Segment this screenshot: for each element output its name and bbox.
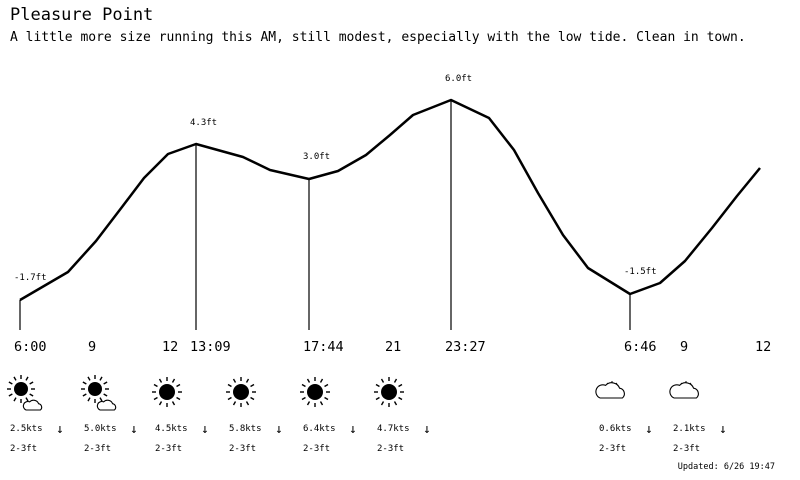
sun-cloud-icon (7, 375, 43, 411)
partly-cloudy-icon (595, 381, 625, 399)
spot-title: Pleasure Point (10, 5, 154, 25)
tide-height-label: -1.5ft (624, 267, 657, 277)
wind-direction-arrow-icon: ↓ (719, 422, 727, 437)
surf-report-text: A little more size running this AM, stil… (10, 30, 746, 45)
wave-height: 2-3ft (673, 444, 700, 454)
hour-tick-label: 9 (88, 339, 96, 355)
updated-timestamp: Updated: 6/26 19:47 (677, 462, 775, 472)
wind-direction-arrow-icon: ↓ (423, 422, 431, 437)
wind-speed: 2.1kts (673, 424, 706, 434)
tide-height-label: 6.0ft (445, 74, 472, 84)
wind-speed: 0.6kts (599, 424, 632, 434)
wind-speed: 4.5kts (155, 424, 188, 434)
tide-marker: 3.0ft 17:44 (303, 152, 344, 355)
wind-speed: 4.7kts (377, 424, 410, 434)
tide-time-label: 13:09 (190, 339, 231, 355)
tide-height-label: 3.0ft (303, 152, 330, 162)
wind-direction-arrow-icon: ↓ (201, 422, 209, 437)
tide-marker: 6.0ft 23:27 (445, 74, 486, 355)
wind-speed: 6.4kts (303, 424, 336, 434)
tide-time-label: 6:00 (14, 339, 47, 355)
wind-speed: 5.0kts (84, 424, 117, 434)
wind-speed: 5.8kts (229, 424, 262, 434)
tide-height-label: -1.7ft (14, 273, 47, 283)
sun-icon (152, 377, 182, 407)
wave-height: 2-3ft (377, 444, 404, 454)
hour-tick-label: 12 (162, 339, 178, 355)
wind-direction-arrow-icon: ↓ (130, 422, 138, 437)
wind-direction-arrow-icon: ↓ (349, 422, 357, 437)
wind-direction-arrow-icon: ↓ (56, 422, 64, 437)
tide-curve (19, 98, 761, 302)
sun-icon (374, 377, 404, 407)
wave-height: 2-3ft (84, 444, 111, 454)
wind-direction-arrow-icon: ↓ (275, 422, 283, 437)
tide-marker: 4.3ft 13:09 (190, 118, 231, 355)
partly-cloudy-icon (669, 381, 699, 399)
hour-tick-label: 9 (680, 339, 688, 355)
hour-tick-label: 21 (385, 339, 401, 355)
tide-time-label: 23:27 (445, 339, 486, 355)
sun-icon (300, 377, 330, 407)
tide-time-label: 6:46 (624, 339, 657, 355)
tide-time-label: 17:44 (303, 339, 344, 355)
wave-height: 2-3ft (229, 444, 256, 454)
tide-marker: -1.5ft 6:46 (624, 267, 657, 355)
tide-height-label: 4.3ft (190, 118, 217, 128)
tide-marker: -1.7ft 6:00 (14, 273, 47, 355)
wave-height: 2-3ft (599, 444, 626, 454)
sun-icon (226, 377, 256, 407)
wave-height: 2-3ft (10, 444, 37, 454)
wave-height: 2-3ft (155, 444, 182, 454)
hour-tick-label: 12 (755, 339, 771, 355)
sun-cloud-icon (81, 375, 117, 411)
wind-speed: 2.5kts (10, 424, 43, 434)
wind-direction-arrow-icon: ↓ (645, 422, 653, 437)
wave-height: 2-3ft (303, 444, 330, 454)
